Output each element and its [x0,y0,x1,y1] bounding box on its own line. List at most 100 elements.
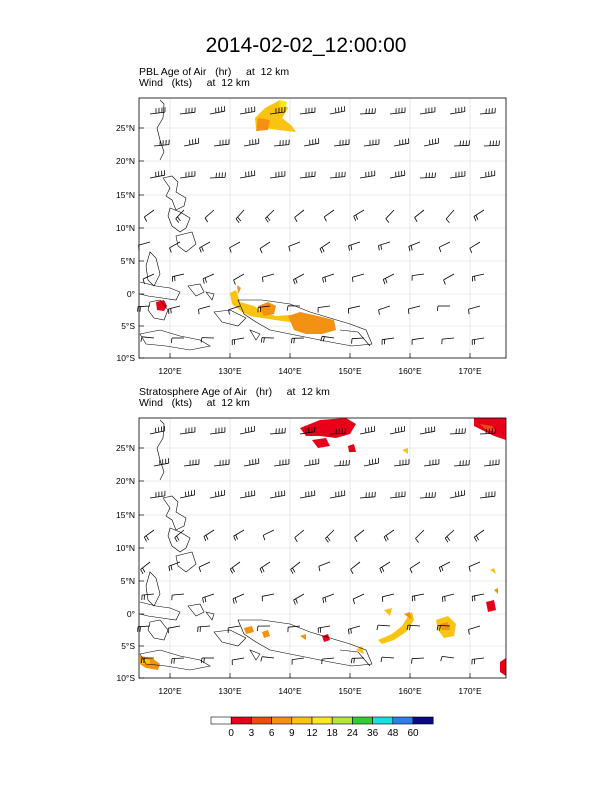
wind-barb [483,145,500,147]
wind-barb [382,593,395,598]
colorbar-swatch [311,716,333,725]
wind-barb [352,273,365,278]
colorbar-label: 3 [248,728,255,739]
wind-barb-feather [291,338,293,344]
wind-barb [479,433,496,435]
wind-barb-feather [353,216,357,221]
wind-barb-feather [290,569,294,574]
wind-barb [235,209,245,220]
lon-label: 140°E [278,686,302,696]
wind-barb [294,529,305,538]
wind-barb [419,430,435,435]
wind-barb [412,593,425,597]
wind-barb-feather [409,568,413,574]
wind-barb-feather [232,598,235,604]
wind-barb-feather [263,337,265,343]
wind-barb [350,561,361,570]
wind-barb-feather [322,277,324,283]
wind-barb [179,431,195,435]
wind-barb-feather [169,247,172,253]
colorbar-swatch [331,716,353,725]
wind-barb [175,209,185,219]
wind-barb-feather [382,279,386,285]
wind-barb-feather [492,140,494,146]
colorbar-swatch [372,716,394,725]
wind-barb [198,561,211,568]
wind-barb [419,177,436,179]
wind-barb [288,625,301,628]
colorbar-swatch [352,716,373,725]
wind-barb-feather [495,140,497,146]
wind-barb-feather [266,216,271,221]
wind-barb-feather [293,599,296,605]
wind-barb [359,496,376,499]
wind-barb-feather [443,279,446,285]
wind-barb [209,110,225,115]
wind-barb [348,305,361,310]
wind-barb [393,463,409,467]
wind-barb-feather [228,309,230,315]
wind-barb [449,111,465,115]
wind-barb-feather [170,308,172,314]
wind-barb-feather [469,248,473,254]
wind-barb-feather [261,567,265,572]
wind-barb [269,111,285,115]
main-title: 2014-02-02_12:00:00 [205,34,407,57]
wind-barb-feather [322,336,325,342]
wind-barb-feather [143,216,148,222]
panel2-title: Stratosphere Age of Air (hr) at 12 km [139,386,330,398]
wind-barb-feather [444,596,446,602]
wind-barb [233,273,245,281]
lon-label: 160°E [398,686,422,696]
wind-barb [322,335,335,339]
wind-barb-feather [168,308,170,314]
lat-label: 25°N [116,123,135,133]
wind-barb-feather [204,597,207,603]
lat-label: 10°N [116,223,135,233]
wind-barb [412,337,425,341]
colorbar-swatch [210,716,232,725]
wind-barb-feather [459,140,461,146]
wind-barb-feather [383,536,387,542]
wind-barb [329,110,345,115]
colorbar-label: 24 [346,728,358,739]
wind-barb-feather [414,217,418,223]
wind-barb [382,337,395,341]
wind-barb-feather [441,566,444,572]
wind-barb [149,174,165,179]
wind-barbs [137,106,500,346]
wind-barb-feather [465,140,467,146]
wind-barb [483,464,499,467]
wind-barb [299,431,315,435]
wind-barb [144,209,155,218]
wind-barb-feather [341,428,343,434]
lat-label: 10°N [116,543,135,553]
wind-barb-feather [201,246,204,252]
colorbar-swatch [251,716,272,725]
wind-barb-feather [288,246,291,252]
wind-barb-feather [425,172,427,178]
wind-barb [213,464,229,467]
wind-barb-feather [295,278,298,284]
wind-barb [419,496,436,499]
wind-barb [269,175,285,179]
wind-barb-feather [198,309,200,315]
wind-barb-feather [326,536,331,542]
wind-barb-feather [376,625,379,631]
wind-barb [381,656,395,659]
wind-barb-feather [462,140,464,146]
wind-barb [213,143,229,147]
wind-barb-feather [143,536,147,542]
wind-barb-feather [318,566,321,572]
wind-barb-feather [385,278,388,284]
wind-barb [329,433,346,435]
wind-barb [468,305,481,310]
axis-ticks [139,127,471,359]
wind-barb [408,241,421,247]
wind-barb-feather [234,597,237,603]
wind-barb [204,209,215,219]
wind-barb-feather [259,568,263,574]
wind-barb [449,494,465,499]
wind-barb [168,625,181,629]
wind-barb-feather [204,217,209,223]
